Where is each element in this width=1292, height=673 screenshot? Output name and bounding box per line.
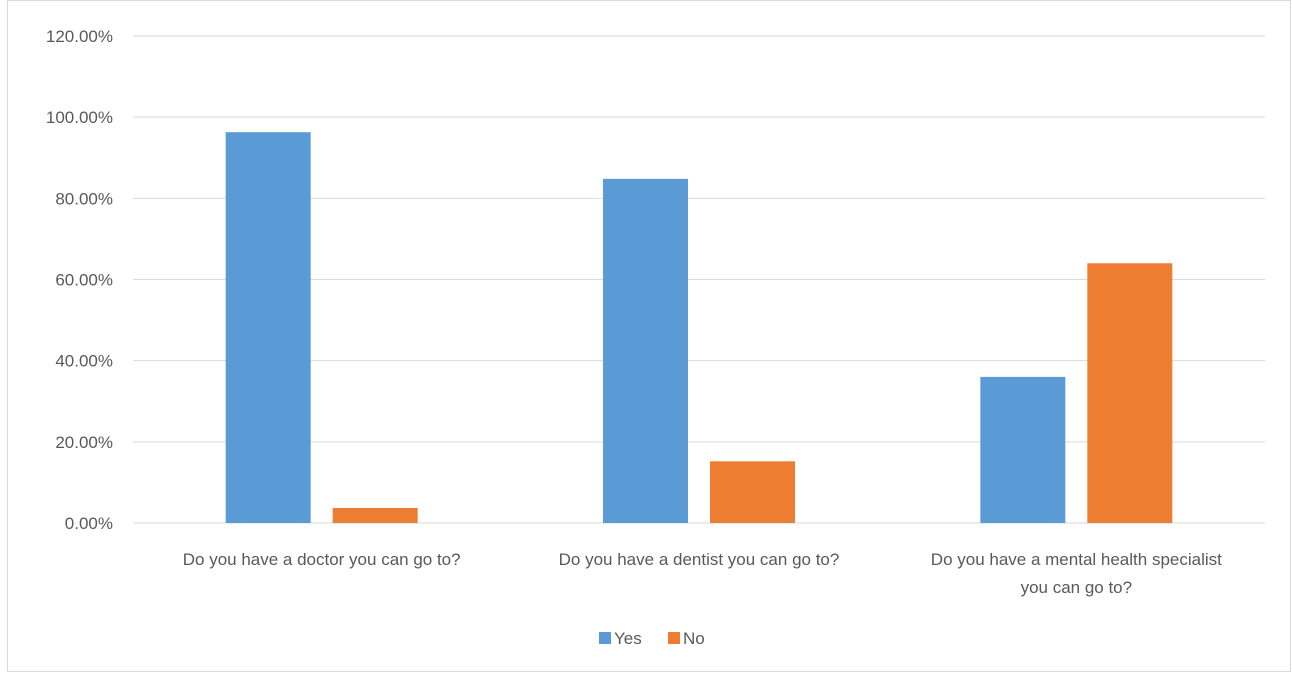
x-category-label: Do you have a dentist you can go to?	[559, 550, 840, 569]
y-tick-label: 80.00%	[55, 189, 113, 208]
bar-yes-3	[980, 376, 1066, 523]
bar-yes-2	[603, 178, 688, 523]
chart-area: 0.00% 20.00% 40.00% 60.00% 80.00% 100.00% 120.…	[7, 0, 1291, 672]
y-axis-ticks: 0.00% 20.00% 40.00% 60.00% 80.00% 100.00% 120.…	[46, 27, 113, 533]
bar-yes-1	[225, 132, 311, 523]
bars	[225, 132, 1173, 523]
y-tick-label: 0.00%	[65, 514, 113, 533]
y-tick-label: 60.00%	[55, 271, 113, 290]
gridlines	[133, 35, 1265, 524]
bar-no-1	[332, 507, 418, 523]
bar-no-3	[1087, 263, 1173, 523]
bar-no-2	[710, 461, 795, 523]
y-tick-label: 40.00%	[55, 352, 113, 371]
y-tick-label: 20.00%	[55, 433, 113, 452]
x-category-label: you can go to?	[1021, 578, 1133, 597]
legend-swatch-no	[668, 632, 680, 644]
legend-swatch-yes	[599, 632, 611, 644]
x-category-label: Do you have a doctor you can go to?	[183, 550, 461, 569]
y-tick-label: 120.00%	[46, 27, 113, 46]
x-category-label: Do you have a mental health specialist	[931, 550, 1222, 569]
legend-label-yes: Yes	[614, 629, 642, 648]
x-axis-categories: Do you have a doctor you can go to? Do yo…	[183, 550, 1222, 597]
bar-chart: 0.00% 20.00% 40.00% 60.00% 80.00% 100.00% 120.…	[46, 27, 1265, 648]
legend-label-no: No	[683, 629, 705, 648]
y-tick-label: 100.00%	[46, 108, 113, 127]
legend: Yes No	[599, 629, 705, 648]
